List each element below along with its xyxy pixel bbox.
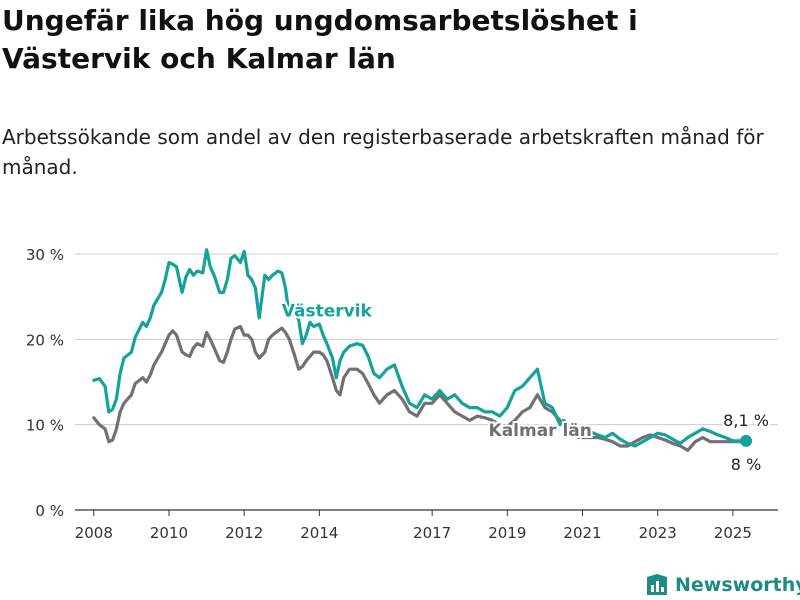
- x-tick-label: 2019: [488, 524, 526, 542]
- series-label-vastervik: Västervik: [282, 301, 373, 321]
- x-tick-label: 2025: [714, 524, 752, 542]
- series-labels: Västervik Kalmar län 8,1 % 8 %: [280, 299, 771, 476]
- x-axis: 2008 2010 2012 2014 2017 2019 2021 2023 2025: [75, 510, 752, 542]
- newsworthy-logo-icon: [647, 574, 667, 595]
- x-tick-label: 2008: [75, 524, 113, 542]
- brand[interactable]: Newsworthy: [645, 570, 800, 600]
- x-tick-label: 2012: [225, 524, 263, 542]
- x-tick-label: 2010: [150, 524, 188, 542]
- series-line-kalmar: [92, 324, 748, 452]
- series-group: [92, 248, 753, 452]
- series-line-vastervik: [92, 248, 748, 448]
- x-tick-label: 2014: [300, 524, 338, 542]
- x-tick-label: 2023: [639, 524, 677, 542]
- y-tick-label: 10 %: [26, 417, 64, 435]
- end-point-marker: [740, 434, 753, 447]
- y-tick-label: 30 %: [26, 246, 64, 264]
- page-subtitle: Arbetssökande som andel av den registerb…: [2, 125, 764, 179]
- end-label-vastervik: 8,1 %: [723, 411, 769, 430]
- page-title: Ungefär lika hög ungdomsarbetslöshet i V…: [2, 4, 638, 75]
- y-axis: 0 % 10 % 20 % 30 %: [26, 246, 64, 520]
- grid-lines: [75, 253, 778, 511]
- brand-name: Newsworthy: [675, 574, 800, 596]
- x-tick-label: 2021: [563, 524, 601, 542]
- x-tick-label: 2017: [413, 524, 451, 542]
- end-label-kalmar: 8 %: [731, 455, 761, 474]
- y-tick-label: 20 %: [26, 331, 64, 349]
- series-label-kalmar: Kalmar län: [489, 421, 592, 441]
- y-tick-label: 0 %: [35, 502, 64, 520]
